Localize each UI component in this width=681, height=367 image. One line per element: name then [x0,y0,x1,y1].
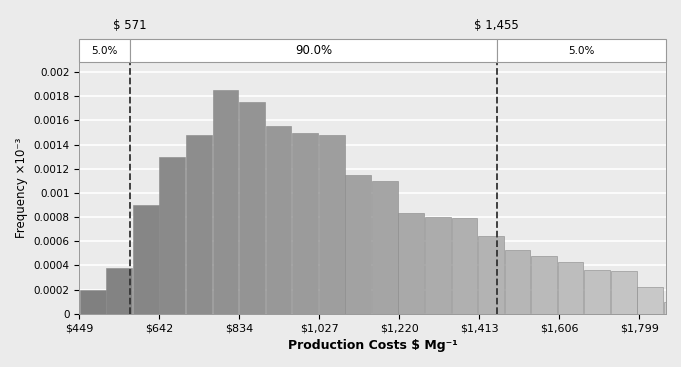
Bar [80,39,130,62]
Bar [584,270,610,314]
Bar [212,90,238,314]
Bar [478,236,504,314]
Bar [558,262,584,314]
Text: $ 1,455: $ 1,455 [475,19,519,32]
Bar [425,217,451,314]
Bar [266,127,291,314]
Bar [398,214,424,314]
Bar [80,290,106,314]
X-axis label: Production Costs $ Mg⁻¹: Production Costs $ Mg⁻¹ [288,339,458,352]
Bar [159,157,185,314]
Bar [664,302,681,314]
Text: 90.0%: 90.0% [295,44,332,57]
Bar [130,39,496,62]
Bar [496,39,666,62]
Bar [505,250,530,314]
Bar [319,135,345,314]
Text: 5.0%: 5.0% [91,46,118,56]
Bar [106,268,132,314]
Bar [186,135,212,314]
Bar [452,218,477,314]
Y-axis label: Frequency ×10⁻³: Frequency ×10⁻³ [15,138,28,238]
Bar [531,256,557,314]
Bar [133,205,159,314]
Text: $ 571: $ 571 [113,19,147,32]
Bar [239,102,265,314]
Bar [611,272,637,314]
Bar [345,175,371,314]
Bar [292,132,318,314]
Bar [372,181,398,314]
Text: 5.0%: 5.0% [568,46,595,56]
Bar [637,287,663,314]
